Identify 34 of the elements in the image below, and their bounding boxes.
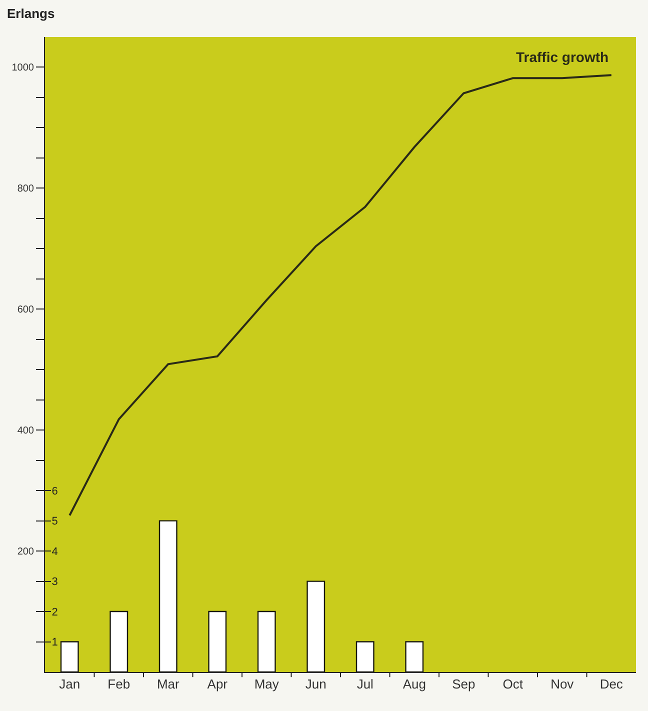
x-tick-label: Feb [108,676,130,692]
x-tick-label: Jul [356,676,374,692]
x-tick-label: Dec [600,676,624,692]
y2-tick-label: 3 [52,576,58,588]
x-tick-label: Oct [502,676,524,692]
x-tick-label: Nov [550,676,574,692]
y-tick-label: 200 [17,546,34,558]
bar [257,610,276,672]
bar [306,580,326,672]
x-tick-label: May [254,676,280,692]
y2-tick-label: 4 [52,546,58,558]
bar [356,641,374,672]
y-tick-label: 1000 [12,62,34,74]
x-tick-label: Sep [452,676,476,692]
x-tick-label: Apr [207,676,228,692]
y2-tick-label: 1 [52,636,58,649]
series-label: Traffic growth [516,49,609,65]
line-series [68,74,612,516]
x-tick-label: Aug [402,676,426,692]
x-tick-label: Mar [156,676,180,692]
bar [158,520,178,672]
x-tick-label: Jan [59,676,80,692]
y2-tick-label: 2 [52,606,58,618]
x-tick-label: Jun [305,676,326,692]
y2-tick-label: 6 [52,485,58,498]
bar [208,610,227,672]
bar [110,610,128,672]
y-axis-title: Erlangs [7,6,55,21]
y2-tick-label: 5 [52,516,58,528]
bar [405,641,424,672]
y-tick-label: 400 [17,426,34,437]
bar [60,641,79,672]
y-tick-label: 800 [17,184,34,195]
y-tick-label: 600 [17,304,34,316]
